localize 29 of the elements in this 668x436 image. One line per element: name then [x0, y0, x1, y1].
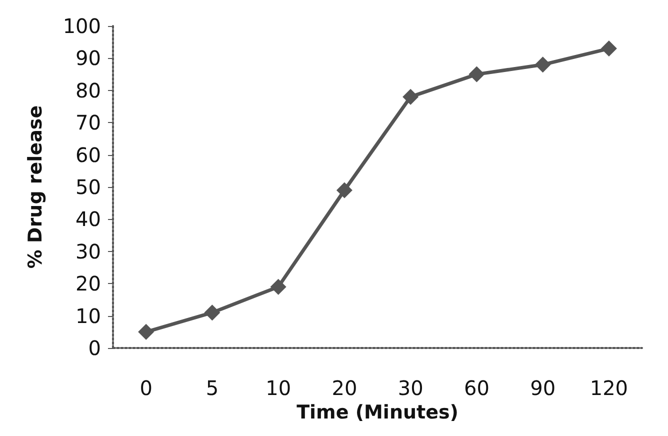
y-tick-label: 0 [88, 336, 101, 360]
point [468, 66, 485, 82]
y-tick-label: 30 [76, 239, 101, 264]
x-tick-label: 90 [530, 376, 556, 400]
y-tick-label: 10 [76, 304, 101, 328]
x-tick-label: 30 [398, 376, 424, 400]
x-tick-label: 60 [464, 376, 490, 400]
y-tick-label: 60 [76, 142, 101, 167]
y-tick-label: 80 [76, 78, 101, 102]
x-tick-label: 0 [140, 376, 152, 400]
y-tick-label: 100 [62, 14, 101, 38]
y-tick-label: 20 [76, 272, 101, 296]
y-tick-label: 70 [76, 110, 101, 135]
x-tick-label: 120 [590, 376, 628, 400]
point [138, 324, 154, 340]
point [534, 56, 551, 73]
point [402, 88, 419, 105]
point [600, 40, 617, 57]
point [270, 278, 286, 295]
x-axis-title: Time (Minutes) [296, 402, 458, 424]
point [336, 182, 352, 198]
y-tick-label: 90 [76, 46, 101, 70]
x-tick-label: 20 [332, 376, 358, 400]
point [204, 304, 220, 321]
y-tick-label: 40 [76, 207, 101, 232]
y-axis-title: % Drug release [24, 105, 46, 269]
y-tick-label: 50 [76, 175, 101, 199]
x-tick-label: 5 [206, 376, 219, 400]
x-tick-label: 10 [266, 376, 292, 400]
